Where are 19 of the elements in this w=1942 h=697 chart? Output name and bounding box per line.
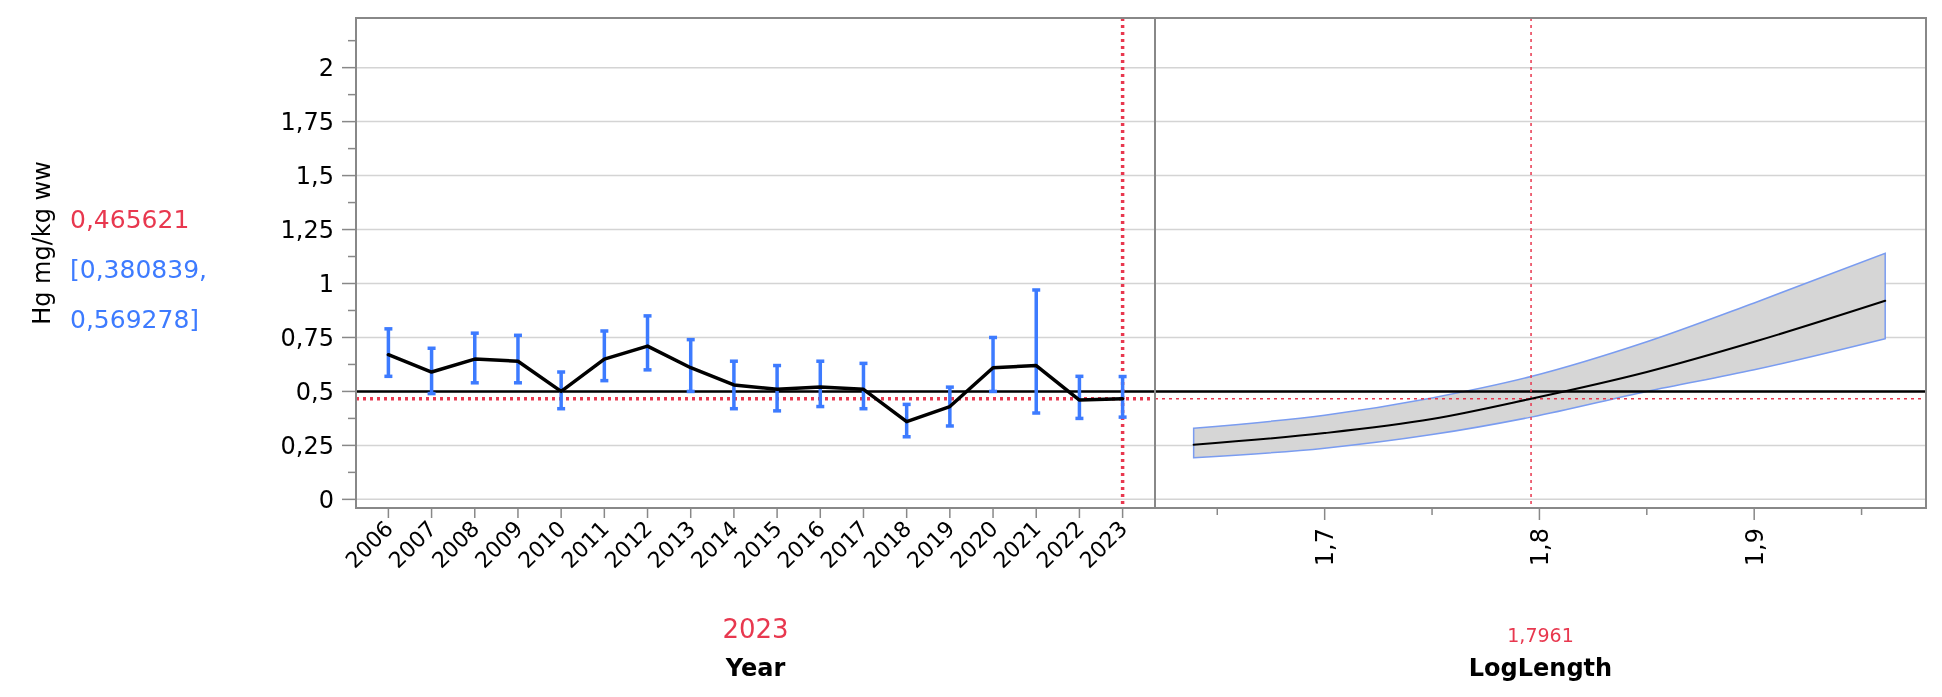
x-axis-title: Year [724,654,786,682]
y-tick-label: 1,75 [280,108,334,137]
text: [0,380839, 0,569278] [70,255,207,334]
y-tick-label: 1 [318,269,334,298]
y-tick-label: 0,5 [295,377,334,406]
ref-line-label: 2023 [722,614,789,644]
y-tick-label: 1,5 [295,161,334,190]
ref-line-label: 1,7961 [1507,624,1574,646]
ref-line-label: 0,465621 [70,205,190,234]
y-axis-title: Hg mg/kg ww [28,161,56,325]
y-tick-label: 2 [318,54,334,83]
x-tick-label: 1,9 [1740,528,1769,567]
y-tick-label: 0 [318,485,334,514]
x-tick-label: 1,7 [1311,528,1340,567]
y-tick-label: 1,25 [280,215,334,244]
x-tick-label: 1,8 [1525,528,1554,567]
y-tick-label: 0,75 [280,323,334,352]
y-tick-label: 0,25 [280,431,334,460]
x-axis-title: LogLength [1468,654,1613,682]
